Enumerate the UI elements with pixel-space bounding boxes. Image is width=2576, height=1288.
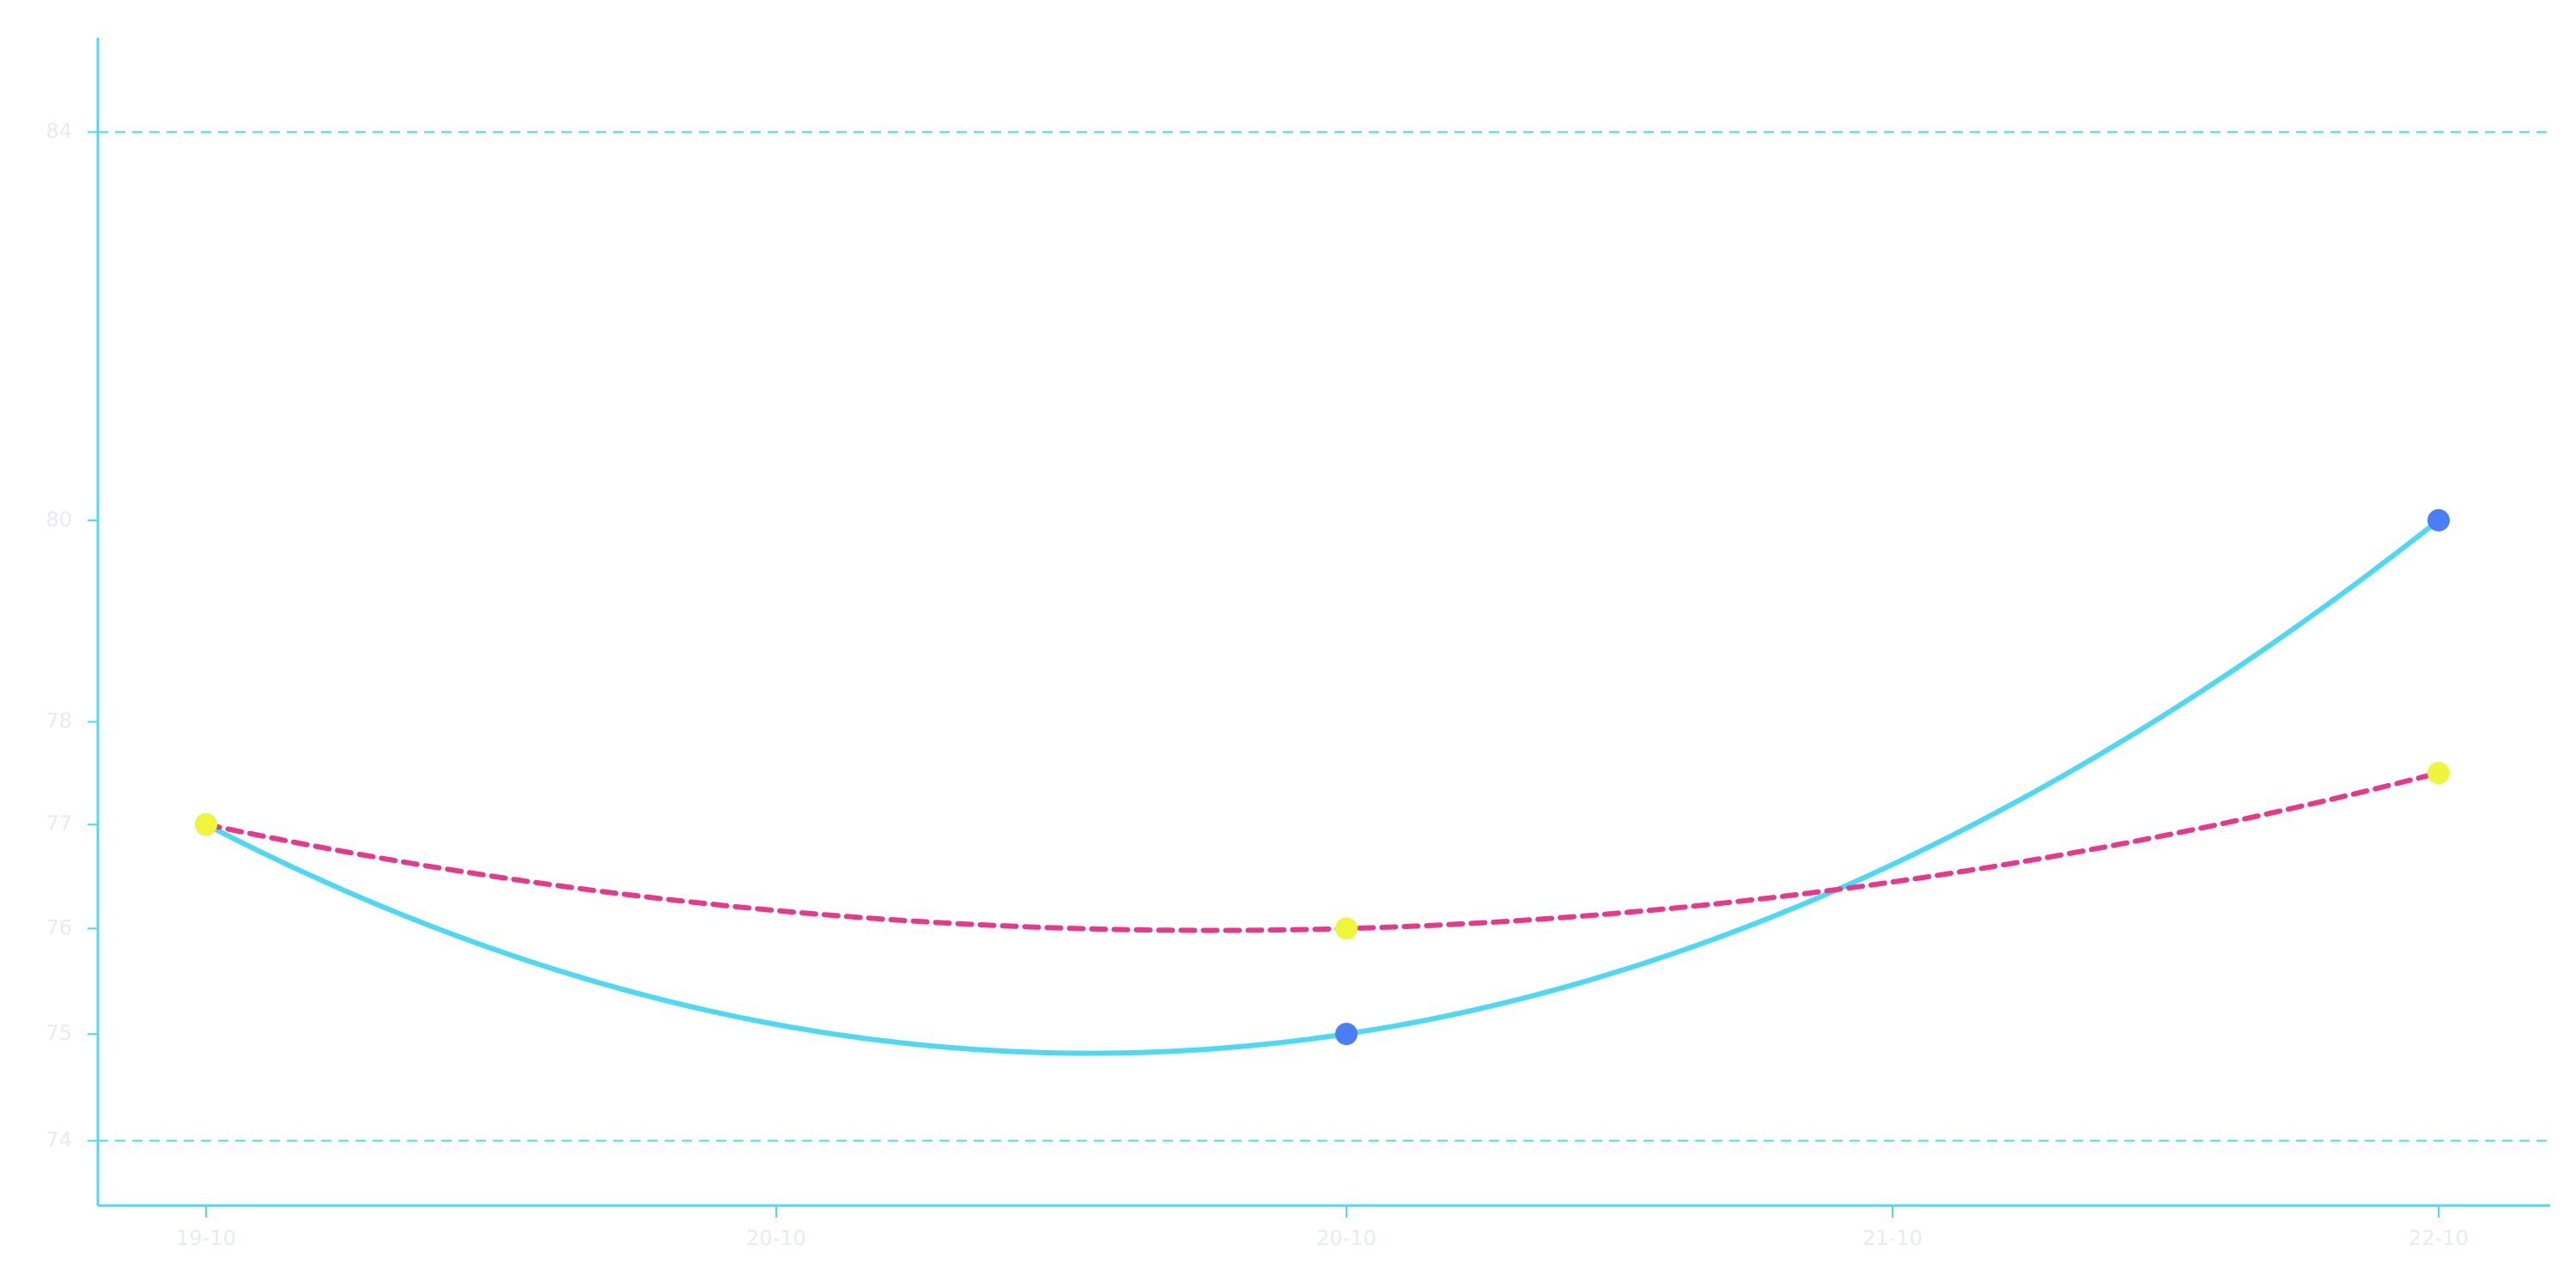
gridlines	[98, 131, 2550, 1142]
series-1-point	[2427, 508, 2450, 532]
x-tick-label: 20-10	[1316, 1226, 1376, 1250]
x-tick-label: 22-10	[2409, 1226, 2469, 1250]
axes	[96, 38, 2550, 1207]
x-tick-label: 19-10	[176, 1226, 236, 1250]
series-2-line	[204, 770, 2441, 933]
series-2-point	[2427, 762, 2450, 785]
y-tick-label: 84	[46, 119, 72, 143]
x-tick-label: 20-10	[746, 1226, 806, 1250]
y-tick-label: 76	[46, 915, 72, 939]
series-1-point	[1335, 1023, 1358, 1046]
tick-labels: 74 75 76 77 78 80 84 19-10 20-10 20-10 21-10 22-10	[46, 119, 2468, 1250]
y-tick-label: 75	[46, 1021, 72, 1045]
y-tick-label: 77	[46, 811, 72, 835]
x-tick-label: 21-10	[1862, 1226, 1923, 1250]
y-tick-label: 80	[46, 507, 72, 532]
series-layer	[195, 508, 2450, 1056]
series-2-point	[1335, 917, 1358, 940]
series-2-point	[195, 813, 217, 836]
series-1-line	[204, 517, 2441, 1056]
y-tick-label: 74	[46, 1128, 72, 1152]
y-tick-label: 78	[46, 709, 72, 733]
